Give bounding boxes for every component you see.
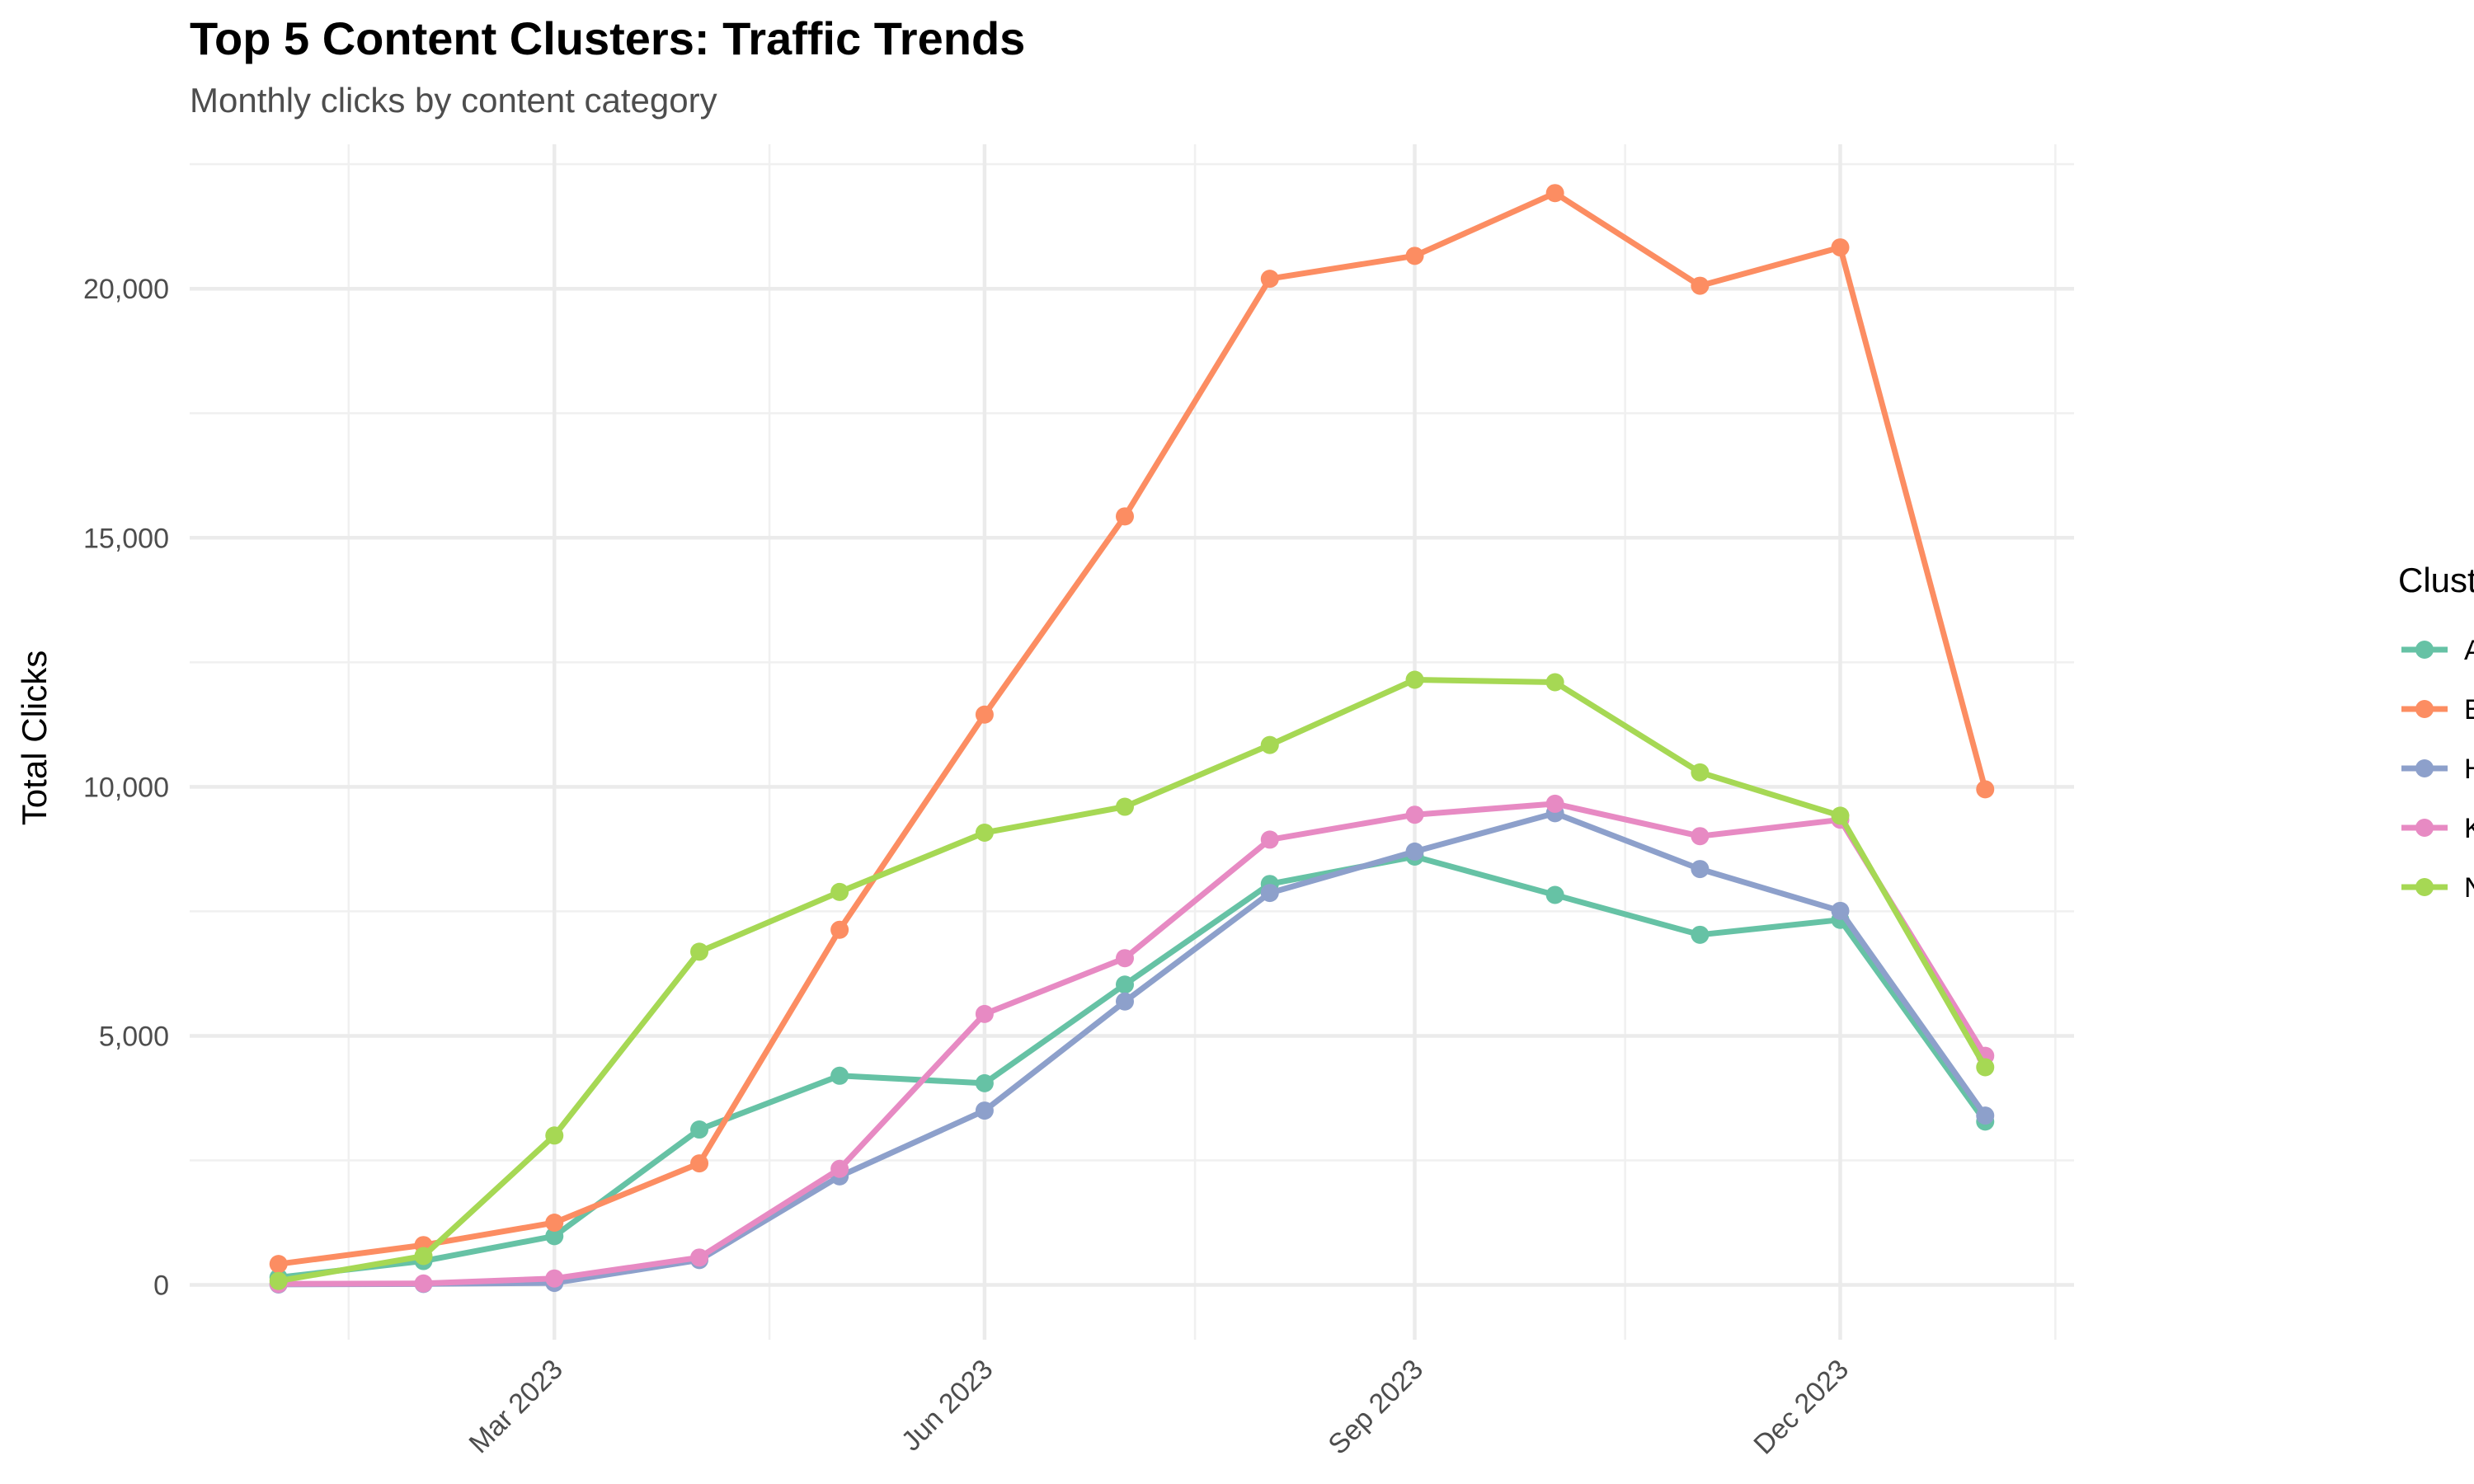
- data-point-hip: [1976, 1106, 1995, 1125]
- legend-label: Hip: [2464, 754, 2474, 785]
- data-point-back: [1115, 507, 1134, 526]
- series-arm-shoulder: [269, 847, 1995, 1287]
- data-point-knee: [1115, 949, 1134, 968]
- series-lines: [269, 184, 1995, 1294]
- y-tick-label: 0: [153, 1270, 169, 1302]
- legend-item-knee: Knee: [2401, 813, 2474, 844]
- legend-label: Neck: [2464, 872, 2474, 904]
- data-point-back: [269, 1255, 288, 1274]
- data-point-neck: [545, 1126, 564, 1145]
- data-point-neck: [1260, 735, 1279, 754]
- data-point-neck: [1405, 670, 1424, 689]
- data-point-arm-shoulder: [545, 1227, 564, 1246]
- data-point-knee: [1260, 830, 1279, 849]
- legend-key-point: [2415, 759, 2434, 777]
- legend-item-arm-shoulder: Arm & Shoulder: [2401, 635, 2474, 666]
- data-point-hip: [1691, 860, 1710, 879]
- data-point-neck: [1545, 673, 1564, 692]
- series-line-back: [275, 190, 1988, 1267]
- data-point-back: [690, 1154, 709, 1173]
- data-point-back: [1260, 270, 1279, 289]
- x-tick-label: Sep 2023: [1322, 1354, 1429, 1461]
- legend-key-point: [2415, 878, 2434, 896]
- legend-label: Back: [2464, 694, 2474, 726]
- legend-label: Arm & Shoulder: [2464, 635, 2474, 666]
- legend-key-point: [2415, 700, 2434, 718]
- data-point-hip: [1260, 884, 1279, 903]
- data-point-back: [830, 920, 849, 939]
- data-point-knee: [690, 1248, 709, 1267]
- data-point-knee: [975, 1004, 994, 1023]
- x-tick-label: Jun 2023: [896, 1354, 999, 1458]
- data-point-back: [1545, 184, 1564, 203]
- chart-subtitle: Monthly clicks by content category: [190, 81, 717, 120]
- data-point-neck: [269, 1271, 288, 1290]
- data-point-neck: [1691, 763, 1710, 782]
- legend-item-hip: Hip: [2401, 754, 2474, 785]
- data-point-hip: [1405, 842, 1424, 861]
- legend-item-neck: Neck: [2401, 872, 2474, 904]
- chart-title: Top 5 Content Clusters: Traffic Trends: [190, 12, 1026, 64]
- data-point-knee: [830, 1159, 849, 1178]
- legend: Cluster Arm & Shoulder Back Hip Knee Neck: [2398, 561, 2474, 904]
- data-point-knee: [1691, 827, 1710, 846]
- x-tick-label: Dec 2023: [1747, 1354, 1855, 1461]
- legend-title: Cluster: [2398, 561, 2474, 599]
- y-axis-title: Total Clicks: [15, 650, 54, 825]
- data-point-neck: [975, 823, 994, 842]
- series-hip: [269, 804, 1995, 1294]
- data-point-arm-shoulder: [690, 1120, 709, 1139]
- data-point-arm-shoulder: [1691, 925, 1710, 944]
- data-point-arm-shoulder: [1115, 975, 1134, 994]
- data-point-arm-shoulder: [975, 1073, 994, 1092]
- x-tick-label: Mar 2023: [463, 1354, 568, 1459]
- data-point-neck: [1115, 797, 1134, 816]
- data-point-knee: [414, 1274, 433, 1293]
- data-point-neck: [414, 1247, 433, 1266]
- series-line-hip: [275, 810, 1988, 1288]
- data-point-back: [975, 705, 994, 724]
- data-point-knee: [1405, 805, 1424, 824]
- y-tick-label: 15,000: [83, 523, 169, 554]
- data-point-neck: [1831, 806, 1850, 825]
- data-point-arm-shoulder: [830, 1066, 849, 1085]
- data-point-neck: [830, 882, 849, 901]
- legend-label: Knee: [2464, 813, 2474, 844]
- data-point-hip: [1831, 901, 1850, 920]
- series-knee: [269, 794, 1995, 1294]
- series-line-arm-shoulder: [275, 853, 1988, 1280]
- data-point-hip: [1115, 992, 1134, 1011]
- data-point-back: [1831, 238, 1850, 257]
- data-point-knee: [545, 1269, 564, 1288]
- data-point-hip: [975, 1101, 994, 1120]
- legend-item-back: Back: [2401, 694, 2474, 726]
- data-point-back: [1976, 780, 1995, 799]
- series-neck: [269, 670, 1995, 1290]
- legend-key-point: [2415, 641, 2434, 659]
- data-point-arm-shoulder: [1545, 885, 1564, 904]
- legend-key-point: [2415, 819, 2434, 837]
- data-point-neck: [1976, 1058, 1995, 1077]
- grid: [190, 144, 2074, 1340]
- y-tick-label: 20,000: [83, 274, 169, 305]
- y-tick-label: 10,000: [83, 772, 169, 803]
- data-point-back: [1405, 247, 1424, 265]
- data-point-back: [1691, 276, 1710, 295]
- data-point-neck: [690, 942, 709, 961]
- data-point-knee: [1545, 794, 1564, 813]
- data-point-back: [545, 1214, 564, 1233]
- y-tick-label: 5,000: [99, 1021, 169, 1052]
- series-back: [269, 184, 1995, 1274]
